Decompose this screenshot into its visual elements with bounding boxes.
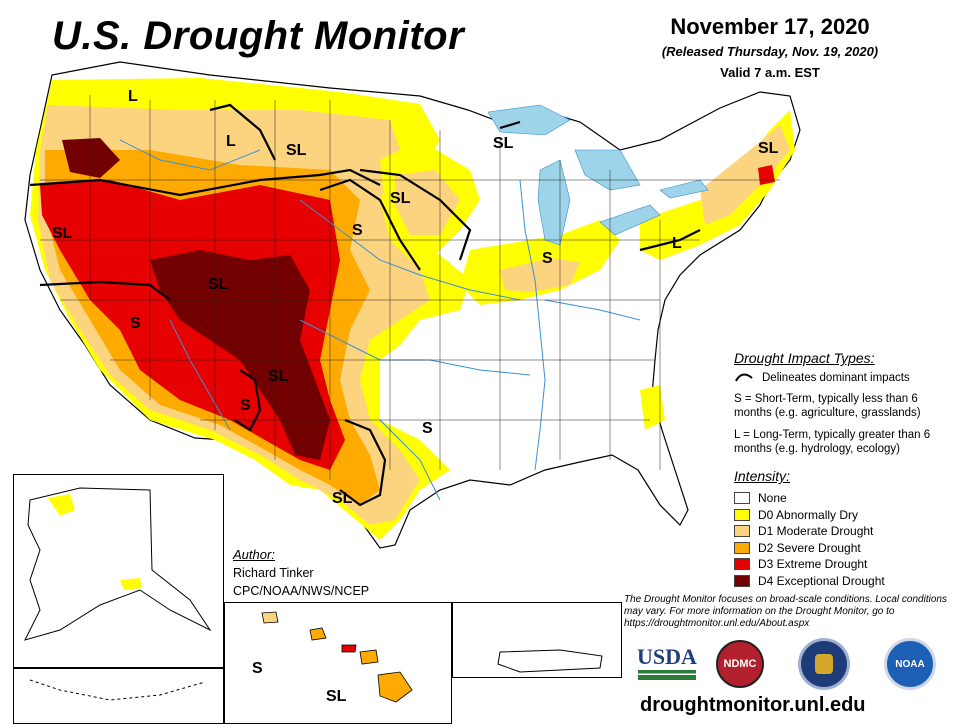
intensity-label: D3 Extreme Drought — [758, 557, 868, 571]
footnote: The Drought Monitor focuses on broad-sca… — [624, 594, 947, 629]
alaska-d0-south — [120, 578, 142, 590]
d0-southeast-spots — [640, 385, 665, 430]
date-block: November 17, 2020 (Released Thursday, No… — [630, 14, 910, 80]
delineation-legend-row: Delineates dominant impacts — [734, 372, 954, 384]
intensity-swatch — [734, 558, 750, 570]
d1-northeast — [700, 125, 790, 225]
delineation-label: Delineates dominant impacts — [762, 372, 910, 384]
intensity-label: D1 Moderate Drought — [758, 524, 874, 538]
intensity-swatch — [734, 541, 750, 554]
intensity-label: D2 Severe Drought — [758, 540, 861, 555]
hawaii-inset-frame — [224, 602, 452, 724]
aleutians-inset-frame — [13, 668, 224, 724]
alaska-outline — [24, 487, 212, 641]
map-label: SL — [268, 368, 289, 385]
map-label: S — [422, 420, 433, 437]
website-url[interactable]: droughtmonitor.unl.edu — [640, 694, 866, 716]
map-label: S — [252, 660, 263, 677]
intensity-swatch — [734, 508, 750, 521]
map-label: L — [128, 88, 138, 105]
state-boundaries — [40, 95, 780, 480]
impact-types-legend: Drought Impact Types: Delineates dominan… — [734, 350, 954, 464]
author-name: Richard Tinker — [233, 566, 314, 580]
release-date: (Released Thursday, Nov. 19, 2020) — [661, 44, 879, 59]
map-label: L — [672, 235, 682, 252]
intensity-levels: None D0 Abnormally Dry D1 Moderate Drought… — [734, 490, 954, 589]
intensity-label: None — [758, 491, 787, 505]
d4-southwest — [150, 250, 330, 460]
map-label: S — [542, 250, 553, 267]
intensity-legend: Intensity: None D0 Abnormally Dry D1 Moder… — [734, 468, 954, 589]
short-term-description: S = Short-Term, typically less than 6 mo… — [734, 393, 921, 419]
long-term-description: L = Long-Term, typically greater than 6 … — [734, 429, 931, 455]
alaska-d0-north — [48, 494, 75, 516]
intensity-row: None — [734, 490, 954, 506]
noaa-logo: NOAA — [884, 638, 936, 690]
d0-northeast — [640, 110, 795, 260]
eagle-icon — [815, 654, 833, 674]
map-label: SL — [326, 688, 347, 705]
map-label: L — [226, 133, 236, 150]
intensity-label: D4 Exceptional Drought — [758, 573, 885, 588]
impact-delineations — [29, 103, 701, 507]
intensity-legend-heading: Intensity: — [734, 468, 791, 484]
d1-north-plains — [395, 170, 460, 235]
map-label: SL — [208, 276, 229, 293]
map-date: November 17, 2020 — [670, 14, 870, 39]
great-lakes — [487, 104, 709, 246]
map-label: SL — [52, 225, 73, 242]
intensity-swatch — [734, 492, 750, 504]
map-label: SL — [332, 490, 353, 507]
map-title: U.S. Drought Monitor — [52, 14, 465, 58]
map-label: S — [130, 315, 141, 332]
impact-legend-heading: Drought Impact Types: — [734, 350, 875, 366]
ndmc-logo: NDMC — [716, 640, 764, 688]
hawaii-islands — [261, 611, 413, 703]
usda-logo-stripe — [638, 670, 696, 680]
intensity-swatch — [734, 525, 750, 537]
d4-northwest — [62, 138, 120, 178]
intensity-row: D4 Exceptional Drought — [734, 573, 954, 589]
intensity-row: D3 Extreme Drought — [734, 556, 954, 572]
intensity-row: D2 Severe Drought — [734, 540, 954, 556]
valid-time: Valid 7 a.m. EST — [720, 65, 820, 80]
intensity-row: D0 Abnormally Dry — [734, 507, 954, 523]
usda-logo: USDA — [636, 640, 698, 684]
rivers — [119, 139, 641, 501]
map-label: SL — [286, 142, 307, 159]
usda-logo-text: USDA — [637, 644, 697, 669]
map-label: SL — [493, 135, 514, 152]
intensity-row: D1 Moderate Drought — [734, 523, 954, 539]
puerto-rico-inset-frame — [452, 602, 622, 678]
commerce-seal-logo — [798, 638, 850, 690]
map-label: S — [352, 222, 363, 239]
alaska-inset-frame — [13, 474, 224, 668]
map-label: S — [240, 397, 251, 414]
map-label: SL — [758, 140, 779, 157]
author-heading: Author: — [233, 547, 275, 562]
map-label: SL — [390, 190, 411, 207]
intensity-swatch — [734, 574, 750, 587]
author-org: CPC/NOAA/NWS/NCEP — [233, 584, 370, 598]
puerto-rico — [497, 649, 603, 673]
delineation-line-icon — [735, 373, 753, 382]
author-block: Author: Richard Tinker CPC/NOAA/NWS/NCEP — [233, 546, 369, 600]
intensity-label: D0 Abnormally Dry — [758, 507, 859, 522]
d3-maine — [758, 165, 775, 185]
